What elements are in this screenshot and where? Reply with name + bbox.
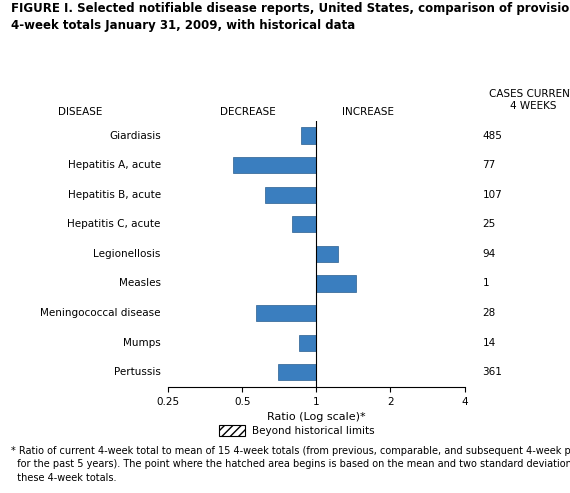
Text: 25: 25 bbox=[482, 219, 495, 229]
Text: Measles: Measles bbox=[119, 279, 161, 288]
Text: Hepatitis B, acute: Hepatitis B, acute bbox=[68, 190, 161, 200]
Text: 28: 28 bbox=[482, 308, 495, 318]
Text: Pertussis: Pertussis bbox=[114, 367, 161, 377]
Text: 14: 14 bbox=[482, 338, 495, 348]
Bar bbox=[278, 364, 316, 381]
Text: Meningococcal disease: Meningococcal disease bbox=[40, 308, 161, 318]
Bar bbox=[265, 187, 316, 203]
Text: 94: 94 bbox=[482, 249, 495, 259]
Text: INCREASE: INCREASE bbox=[341, 107, 394, 117]
Text: Hepatitis A, acute: Hepatitis A, acute bbox=[68, 160, 161, 170]
Text: CASES CURRENT
4 WEEKS: CASES CURRENT 4 WEEKS bbox=[490, 89, 570, 111]
Text: Beyond historical limits: Beyond historical limits bbox=[252, 426, 374, 436]
Text: Legionellosis: Legionellosis bbox=[93, 249, 161, 259]
X-axis label: Ratio (Log scale)*: Ratio (Log scale)* bbox=[267, 412, 366, 423]
Text: 107: 107 bbox=[482, 190, 502, 200]
Text: 361: 361 bbox=[482, 367, 502, 377]
Text: * Ratio of current 4-week total to mean of 15 4-week totals (from previous, comp: * Ratio of current 4-week total to mean … bbox=[11, 446, 570, 483]
Text: Mumps: Mumps bbox=[123, 338, 161, 348]
Text: DECREASE: DECREASE bbox=[220, 107, 276, 117]
Bar bbox=[292, 216, 316, 233]
Bar bbox=[299, 335, 316, 351]
Text: 485: 485 bbox=[482, 131, 502, 141]
Text: DISEASE: DISEASE bbox=[58, 107, 102, 117]
Bar bbox=[256, 305, 316, 321]
Text: Hepatitis C, acute: Hepatitis C, acute bbox=[67, 219, 161, 229]
Bar bbox=[302, 128, 316, 144]
Bar bbox=[316, 275, 356, 292]
Bar bbox=[233, 157, 316, 174]
Text: 77: 77 bbox=[482, 160, 495, 170]
Text: 1: 1 bbox=[482, 279, 489, 288]
Text: FIGURE I. Selected notifiable disease reports, United States, comparison of prov: FIGURE I. Selected notifiable disease re… bbox=[11, 2, 570, 33]
Text: Giardiasis: Giardiasis bbox=[109, 131, 161, 141]
Bar bbox=[316, 246, 337, 262]
